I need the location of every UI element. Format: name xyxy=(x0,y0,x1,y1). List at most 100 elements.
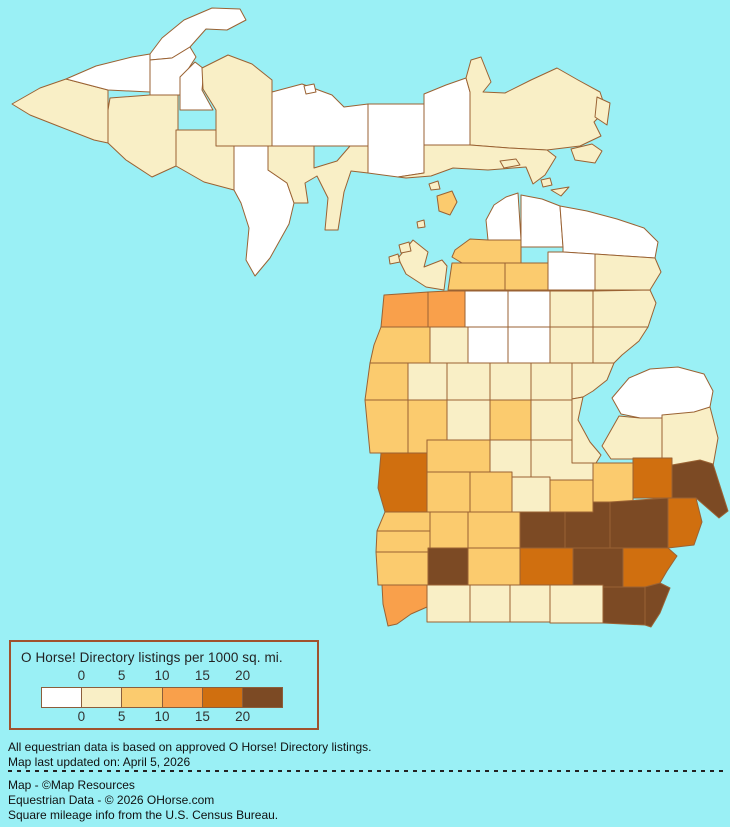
legend-tick-top-15: 15 xyxy=(194,668,210,683)
county-montcalm[interactable] xyxy=(426,439,491,473)
county-mackinac-island[interactable] xyxy=(540,177,553,188)
county-luce[interactable] xyxy=(423,77,471,146)
county-emmet[interactable] xyxy=(485,192,522,241)
county-gratiot[interactable] xyxy=(489,439,532,478)
legend-swatch-0 xyxy=(42,688,83,707)
county-schoolcraft[interactable] xyxy=(367,103,425,178)
county-south-manitou-island[interactable] xyxy=(388,253,401,265)
county-bay[interactable] xyxy=(571,396,602,464)
county-monroe[interactable] xyxy=(644,582,671,628)
county-ingham[interactable] xyxy=(519,511,566,549)
legend-tick-bottom-0: 0 xyxy=(77,709,86,724)
legend-box: O Horse! Directory listings per 1000 sq.… xyxy=(9,640,319,730)
county-calhoun[interactable] xyxy=(467,547,521,586)
county-st-joseph[interactable] xyxy=(469,584,511,623)
county-leelanau[interactable] xyxy=(397,239,448,291)
county-cass[interactable] xyxy=(426,584,471,623)
county-iosco[interactable] xyxy=(592,326,649,364)
county-osceola[interactable] xyxy=(446,362,491,401)
county-les-cheneaux-island[interactable] xyxy=(499,158,521,169)
county-shiawassee[interactable] xyxy=(549,479,594,513)
county-washtenaw[interactable] xyxy=(572,547,624,588)
county-cheboygan[interactable] xyxy=(520,194,564,248)
county-sanilac[interactable] xyxy=(661,406,719,467)
county-eaton[interactable] xyxy=(467,511,521,549)
county-drummond-island[interactable] xyxy=(570,143,603,164)
county-keweenaw[interactable] xyxy=(149,7,247,61)
county-garden-island[interactable] xyxy=(428,180,441,191)
county-hillsdale[interactable] xyxy=(549,584,604,624)
county-clinton[interactable] xyxy=(511,476,551,513)
county-north-manitou-island[interactable] xyxy=(398,241,412,254)
county-isabella[interactable] xyxy=(489,399,532,441)
county-north-fox-island[interactable] xyxy=(416,219,426,229)
county-huron[interactable] xyxy=(611,366,714,419)
county-tuscola[interactable] xyxy=(601,415,663,460)
credit-map: Map - ©Map Resources xyxy=(8,778,135,792)
county-ionia[interactable] xyxy=(469,471,513,513)
county-ottawa[interactable] xyxy=(376,511,431,532)
county-baraga[interactable] xyxy=(179,61,214,111)
county-van-buren[interactable] xyxy=(375,551,429,586)
county-arenac[interactable] xyxy=(571,362,615,400)
county-clare[interactable] xyxy=(489,362,532,401)
county-ogemaw[interactable] xyxy=(549,326,594,364)
county-mecosta[interactable] xyxy=(446,399,491,441)
county-gogebic[interactable] xyxy=(11,78,109,144)
county-delta[interactable] xyxy=(267,145,369,231)
county-otsego[interactable] xyxy=(504,262,549,291)
county-oceana[interactable] xyxy=(364,399,409,454)
county-benzie[interactable] xyxy=(380,291,429,328)
county-grand-traverse[interactable] xyxy=(427,290,466,328)
legend-color-ramp xyxy=(41,687,283,708)
legend-swatch-2 xyxy=(122,688,163,707)
county-genesee[interactable] xyxy=(592,462,634,503)
county-allegan[interactable] xyxy=(375,530,431,553)
legend-swatch-1 xyxy=(82,688,123,707)
county-alpena[interactable] xyxy=(594,253,662,291)
county-charlevoix[interactable] xyxy=(451,238,522,264)
county-iron[interactable] xyxy=(107,94,179,178)
county-sugar-island[interactable] xyxy=(594,96,611,126)
county-muskegon[interactable] xyxy=(377,452,428,513)
county-gladwin[interactable] xyxy=(530,362,573,401)
county-lenawee[interactable] xyxy=(602,586,646,626)
footnote-updated: Map last updated on: April 5, 2026 xyxy=(8,755,191,769)
county-beaver-island[interactable] xyxy=(436,190,458,216)
legend-swatch-5 xyxy=(242,688,283,707)
county-grand-island[interactable] xyxy=(303,83,317,95)
county-macomb[interactable] xyxy=(667,497,703,549)
county-missaukee[interactable] xyxy=(467,326,509,364)
county-kent[interactable] xyxy=(426,471,471,513)
county-kalamazoo[interactable] xyxy=(427,547,469,586)
legend-swatch-4 xyxy=(202,688,243,707)
county-wexford[interactable] xyxy=(429,326,469,364)
county-jackson[interactable] xyxy=(519,547,574,586)
county-midland[interactable] xyxy=(530,399,573,441)
county-manistee[interactable] xyxy=(369,326,431,364)
legend-tick-bottom-5: 5 xyxy=(117,709,126,724)
county-oscoda[interactable] xyxy=(549,290,594,328)
county-lapeer[interactable] xyxy=(632,457,673,499)
county-bois-blanc-island[interactable] xyxy=(550,186,570,197)
legend-tick-top-10: 10 xyxy=(154,668,170,683)
county-branch[interactable] xyxy=(509,584,551,623)
county-lake[interactable] xyxy=(407,362,448,401)
county-alcona[interactable] xyxy=(592,289,657,328)
county-berrien[interactable] xyxy=(381,584,428,627)
county-mason[interactable] xyxy=(364,362,409,401)
county-alger[interactable] xyxy=(271,83,369,147)
credit-data: Equestrian Data - © 2026 OHorse.com xyxy=(8,793,215,807)
county-oakland[interactable] xyxy=(609,497,669,549)
county-mackinac[interactable] xyxy=(397,144,557,185)
county-crawford[interactable] xyxy=(507,290,551,328)
county-wayne[interactable] xyxy=(622,547,678,591)
county-chippewa[interactable] xyxy=(465,56,607,151)
county-barry[interactable] xyxy=(429,511,469,549)
county-montmorency[interactable] xyxy=(547,251,596,291)
county-kalkaska[interactable] xyxy=(464,290,509,328)
county-presque-isle[interactable] xyxy=(559,205,659,259)
county-roscommon[interactable] xyxy=(507,326,551,364)
county-antrim[interactable] xyxy=(447,262,506,291)
